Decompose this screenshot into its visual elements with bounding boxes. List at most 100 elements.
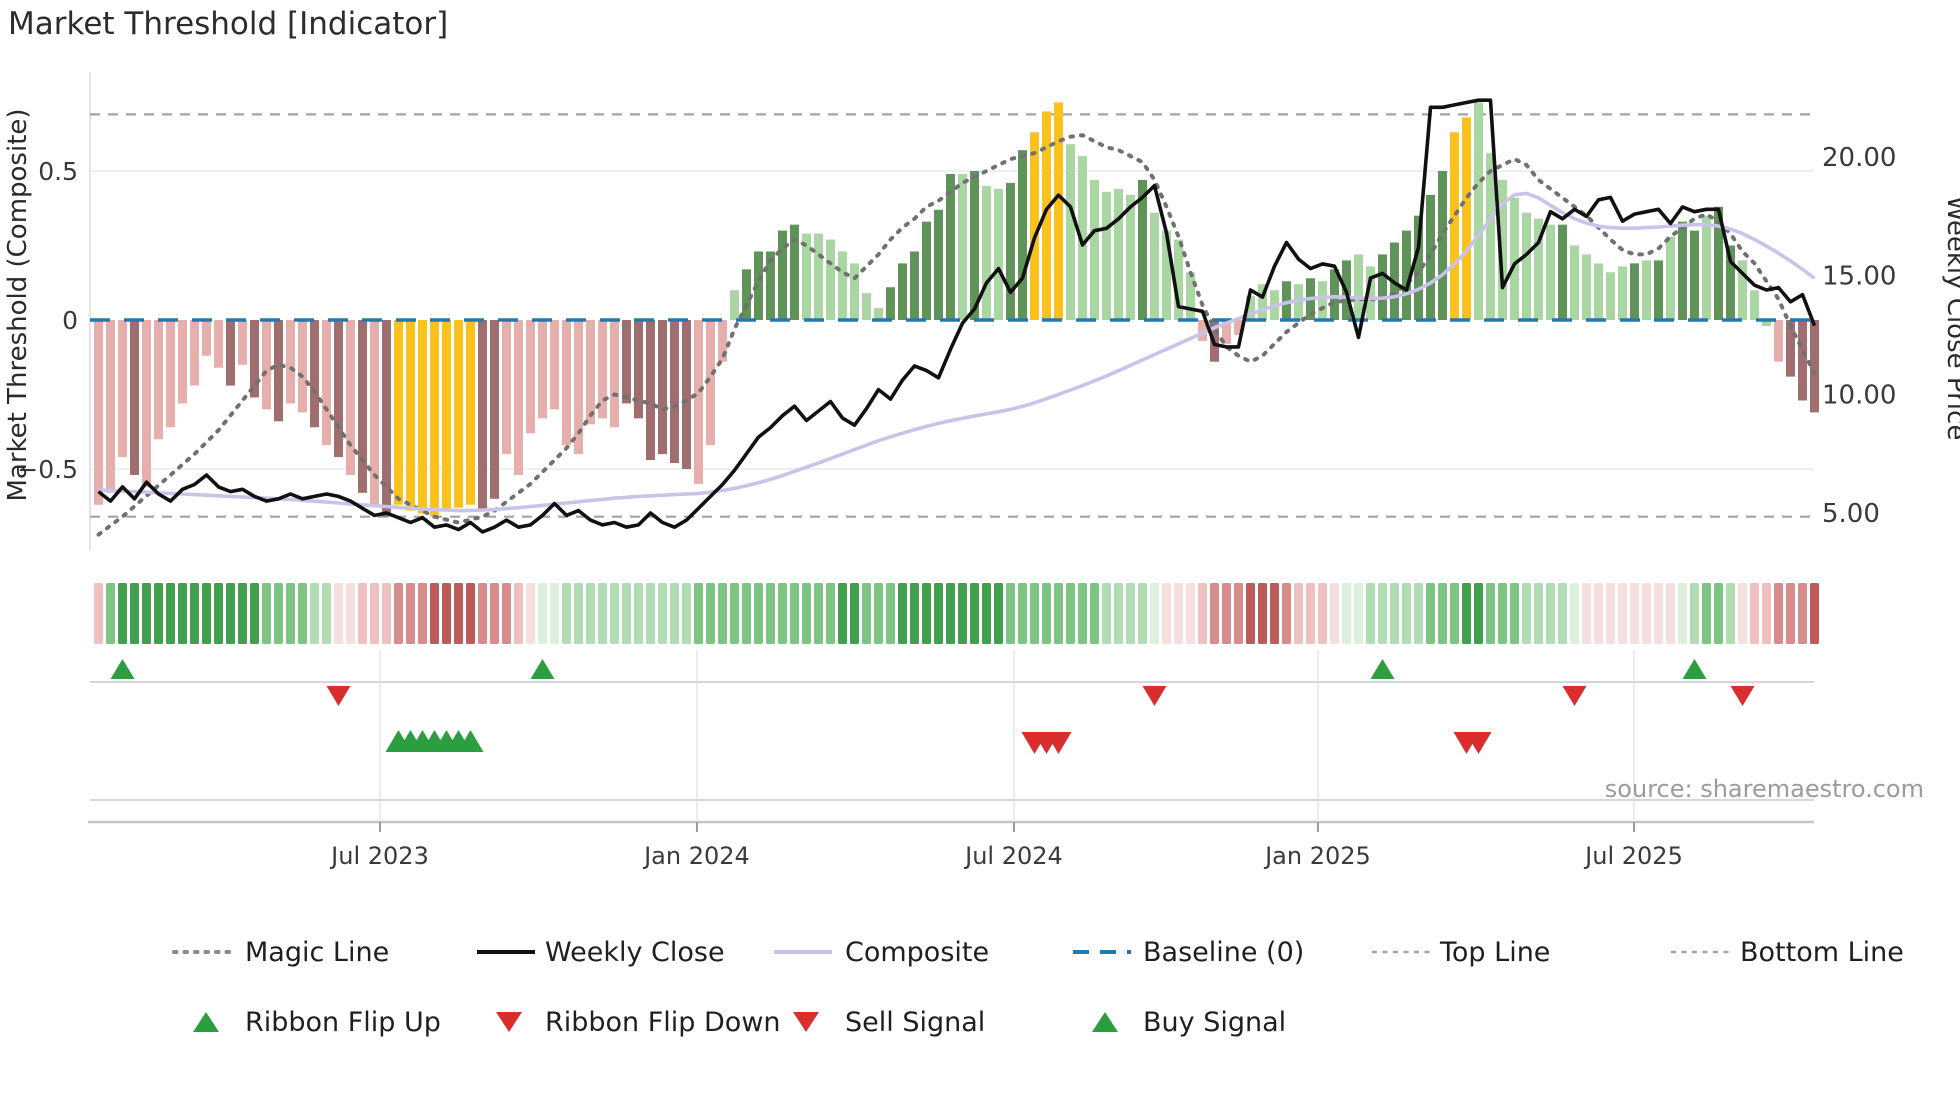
threshold-bar (1534, 218, 1543, 320)
threshold-bar (442, 320, 451, 511)
ribbon-cell (322, 583, 331, 644)
threshold-bar (1198, 320, 1207, 341)
threshold-bar (298, 320, 307, 413)
threshold-bar (526, 320, 535, 434)
threshold-bar (586, 320, 595, 425)
ribbon-cell (1042, 583, 1051, 644)
ribbon-cell (526, 583, 535, 644)
legend-label: Weekly Close (545, 937, 725, 968)
ribbon-cell (1522, 583, 1531, 644)
legend-label: Sell Signal (845, 1007, 985, 1038)
threshold-bar (1678, 221, 1687, 320)
ribbon-cell (1690, 583, 1699, 644)
threshold-bar (1714, 206, 1723, 320)
ribbon-flip-up-marker (110, 659, 135, 679)
right-axis-tick-label: 20.00 (1822, 143, 1896, 173)
ribbon-cell (298, 583, 307, 644)
ribbon-cell (898, 583, 907, 644)
threshold-bar (94, 320, 103, 505)
ribbon-flip-down-marker (326, 686, 351, 706)
ribbon-cell (130, 583, 139, 644)
threshold-bar (1510, 197, 1519, 320)
threshold-bar (550, 320, 559, 410)
ribbon-cell (1546, 583, 1555, 644)
ribbon-flip-down-marker (1562, 686, 1587, 706)
threshold-bar (1126, 194, 1135, 320)
ribbon-cell (1750, 583, 1759, 644)
threshold-bar (1690, 230, 1699, 320)
ribbon-cell (358, 583, 367, 644)
threshold-bar (874, 308, 883, 320)
threshold-bar (1042, 111, 1051, 321)
ribbon-cell (1294, 583, 1303, 644)
ribbon-cell (838, 583, 847, 644)
threshold-bar (310, 320, 319, 428)
threshold-bar (1246, 296, 1255, 320)
threshold-bar (334, 320, 343, 458)
threshold-bar (502, 320, 511, 455)
ribbon-cell (406, 583, 415, 644)
ribbon-cell (1246, 583, 1255, 644)
ribbon-cell (1762, 583, 1771, 644)
threshold-bar (826, 239, 835, 320)
ribbon-cell (370, 583, 379, 644)
ribbon-cell (1054, 583, 1063, 644)
ribbon-cell (1594, 583, 1603, 644)
ribbon-cell (958, 583, 967, 644)
left-axis-tick-label: 0 (62, 306, 78, 335)
threshold-bar (466, 320, 475, 505)
ribbon-cell (1618, 583, 1627, 644)
ribbon-cell (1426, 583, 1435, 644)
threshold-bar (406, 320, 415, 511)
ribbon-cell (274, 583, 283, 644)
ribbon-cell (394, 583, 403, 644)
ribbon-cell (1174, 583, 1183, 644)
threshold-bar (286, 320, 295, 404)
threshold-bar (1522, 212, 1531, 320)
threshold-bar (1642, 260, 1651, 320)
threshold-bar (1798, 320, 1807, 401)
ribbon-cell (1702, 583, 1711, 644)
ribbon-cell (1102, 583, 1111, 644)
right-axis-tick-label: 10.00 (1822, 380, 1896, 410)
legend-swatch-tri-down-red (496, 1012, 522, 1032)
threshold-bar (1582, 254, 1591, 320)
threshold-bar (562, 320, 571, 446)
weekly-close-line (97, 98, 1817, 534)
ribbon-cell (754, 583, 763, 644)
threshold-bar (394, 320, 403, 505)
ribbon-cell (238, 583, 247, 644)
ribbon-cell (886, 583, 895, 644)
threshold-bar (1558, 224, 1567, 320)
ribbon-cell (1498, 583, 1507, 644)
ribbon-cell (1282, 583, 1291, 644)
ribbon-cell (1330, 583, 1339, 644)
source-credit: source: sharemaestro.com (1605, 775, 1924, 803)
threshold-bar (946, 173, 955, 320)
ribbon-cell (382, 583, 391, 644)
threshold-bar (1414, 215, 1423, 320)
threshold-bar (910, 251, 919, 320)
threshold-bar (1738, 260, 1747, 320)
ribbon-cell (1582, 583, 1591, 644)
ribbon-cell (1414, 583, 1423, 644)
ribbon-cell (1150, 583, 1159, 644)
threshold-bar (958, 173, 967, 320)
threshold-bar (610, 320, 619, 428)
ribbon-cell (790, 583, 799, 644)
threshold-bar (250, 320, 259, 398)
threshold-bar (1774, 320, 1783, 362)
ribbon-cell (598, 583, 607, 644)
threshold-bar (1354, 254, 1363, 320)
ribbon-cell (1198, 583, 1207, 644)
ribbon-cell (1462, 583, 1471, 644)
ribbon-cell (694, 583, 703, 644)
ribbon-cell (550, 583, 559, 644)
threshold-bar (1222, 320, 1231, 344)
ribbon-cell (1666, 583, 1675, 644)
threshold-bar (994, 188, 1003, 320)
ribbon-cell (802, 583, 811, 644)
ribbon-cell (166, 583, 175, 644)
threshold-bar (838, 251, 847, 320)
threshold-bar (202, 320, 211, 356)
